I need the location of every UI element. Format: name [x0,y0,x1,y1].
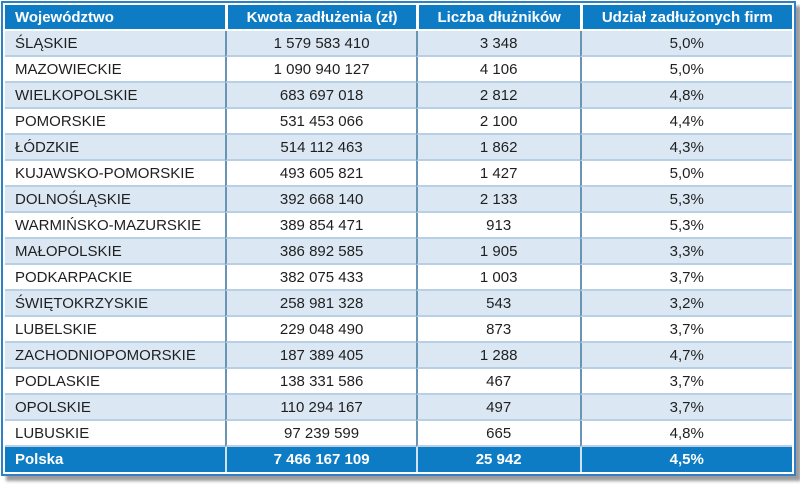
cell-share: 3,7% [579,369,792,395]
cell-share: 5,3% [579,187,792,213]
cell-debtor-count: 2 100 [415,109,580,135]
cell-voivodeship: ŚWIĘTOKRZYSKIE [5,291,226,317]
cell-debt-amount: 386 892 585 [225,239,416,265]
cell-voivodeship: PODKARPACKIE [5,265,226,291]
cell-voivodeship: DOLNOŚLĄSKIE [5,187,226,213]
cell-debtor-count: 1 288 [415,343,580,369]
cell-debt-amount: 97 239 599 [225,421,416,447]
table-row: ZACHODNIOPOMORSKIE 187 389 405 1 288 4,7… [5,343,792,369]
cell-debt-amount: 389 854 471 [225,213,416,239]
cell-debt-amount: 1 090 940 127 [225,57,416,83]
table-row: ŁÓDZKIE 514 112 463 1 862 4,3% [5,135,792,161]
cell-debtor-count: 543 [415,291,580,317]
cell-debtor-count: 2 812 [415,83,580,109]
table-row: WIELKOPOLSKIE 683 697 018 2 812 4,8% [5,83,792,109]
cell-share: 3,7% [579,265,792,291]
table-row: PODKARPACKIE 382 075 433 1 003 3,7% [5,265,792,291]
cell-debt-amount: 187 389 405 [225,343,416,369]
cell-share: 4,7% [579,343,792,369]
cell-voivodeship: KUJAWSKO-POMORSKIE [5,161,226,187]
table-row: KUJAWSKO-POMORSKIE 493 605 821 1 427 5,0… [5,161,792,187]
column-header-voivodeship: Województwo [5,5,226,31]
cell-voivodeship: OPOLSKIE [5,395,226,421]
column-header-share: Udział zadłużonych firm [579,5,792,31]
cell-debt-amount: 514 112 463 [225,135,416,161]
table-row: ŚLĄSKIE 1 579 583 410 3 348 5,0% [5,31,792,57]
summary-debtor-count: 25 942 [415,447,580,472]
cell-debtor-count: 1 003 [415,265,580,291]
table-row: POMORSKIE 531 453 066 2 100 4,4% [5,109,792,135]
cell-debtor-count: 467 [415,369,580,395]
cell-debtor-count: 4 106 [415,57,580,83]
cell-debtor-count: 1 862 [415,135,580,161]
cell-voivodeship: ZACHODNIOPOMORSKIE [5,343,226,369]
cell-voivodeship: WARMIŃSKO-MAZURSKIE [5,213,226,239]
cell-voivodeship: POMORSKIE [5,109,226,135]
cell-share: 5,0% [579,57,792,83]
table-row: ŚWIĘTOKRZYSKIE 258 981 328 543 3,2% [5,291,792,317]
cell-voivodeship: MAŁOPOLSKIE [5,239,226,265]
cell-share: 4,8% [579,83,792,109]
header-row: Województwo Kwota zadłużenia (zł) Liczba… [5,5,792,31]
cell-debtor-count: 2 133 [415,187,580,213]
summary-debt-amount: 7 466 167 109 [225,447,416,472]
cell-debtor-count: 1 905 [415,239,580,265]
debt-by-voivodeship-table: Województwo Kwota zadłużenia (zł) Liczba… [1,1,796,476]
cell-share: 3,7% [579,395,792,421]
cell-share: 4,8% [579,421,792,447]
table-row: MAŁOPOLSKIE 386 892 585 1 905 3,3% [5,239,792,265]
table-row: WARMIŃSKO-MAZURSKIE 389 854 471 913 5,3% [5,213,792,239]
table-row: LUBUSKIE 97 239 599 665 4,8% [5,421,792,447]
cell-debt-amount: 493 605 821 [225,161,416,187]
cell-voivodeship: PODLASKIE [5,369,226,395]
cell-share: 4,3% [579,135,792,161]
cell-debtor-count: 873 [415,317,580,343]
cell-share: 3,7% [579,317,792,343]
cell-voivodeship: LUBELSKIE [5,317,226,343]
table-row: OPOLSKIE 110 294 167 497 3,7% [5,395,792,421]
cell-debtor-count: 3 348 [415,31,580,57]
cell-share: 3,2% [579,291,792,317]
cell-voivodeship: ŁÓDZKIE [5,135,226,161]
cell-debt-amount: 110 294 167 [225,395,416,421]
table-row: LUBELSKIE 229 048 490 873 3,7% [5,317,792,343]
cell-share: 5,0% [579,31,792,57]
cell-debtor-count: 1 427 [415,161,580,187]
cell-debt-amount: 683 697 018 [225,83,416,109]
cell-share: 5,0% [579,161,792,187]
table-row: DOLNOŚLĄSKIE 392 668 140 2 133 5,3% [5,187,792,213]
summary-row: Polska 7 466 167 109 25 942 4,5% [5,447,792,472]
cell-debtor-count: 913 [415,213,580,239]
cell-share: 3,3% [579,239,792,265]
cell-voivodeship: LUBUSKIE [5,421,226,447]
cell-debt-amount: 382 075 433 [225,265,416,291]
cell-debtor-count: 665 [415,421,580,447]
cell-share: 4,4% [579,109,792,135]
table-row: MAZOWIECKIE 1 090 940 127 4 106 5,0% [5,57,792,83]
table-row: PODLASKIE 138 331 586 467 3,7% [5,369,792,395]
column-header-debtor-count: Liczba dłużników [415,5,580,31]
cell-voivodeship: WIELKOPOLSKIE [5,83,226,109]
cell-voivodeship: ŚLĄSKIE [5,31,226,57]
cell-debt-amount: 229 048 490 [225,317,416,343]
data-table: Województwo Kwota zadłużenia (zł) Liczba… [5,5,792,472]
cell-debtor-count: 497 [415,395,580,421]
column-header-debt-amount: Kwota zadłużenia (zł) [225,5,416,31]
cell-debt-amount: 258 981 328 [225,291,416,317]
cell-debt-amount: 138 331 586 [225,369,416,395]
cell-voivodeship: MAZOWIECKIE [5,57,226,83]
cell-share: 5,3% [579,213,792,239]
summary-share: 4,5% [579,447,792,472]
cell-debt-amount: 1 579 583 410 [225,31,416,57]
cell-debt-amount: 392 668 140 [225,187,416,213]
summary-label: Polska [5,447,226,472]
cell-debt-amount: 531 453 066 [225,109,416,135]
